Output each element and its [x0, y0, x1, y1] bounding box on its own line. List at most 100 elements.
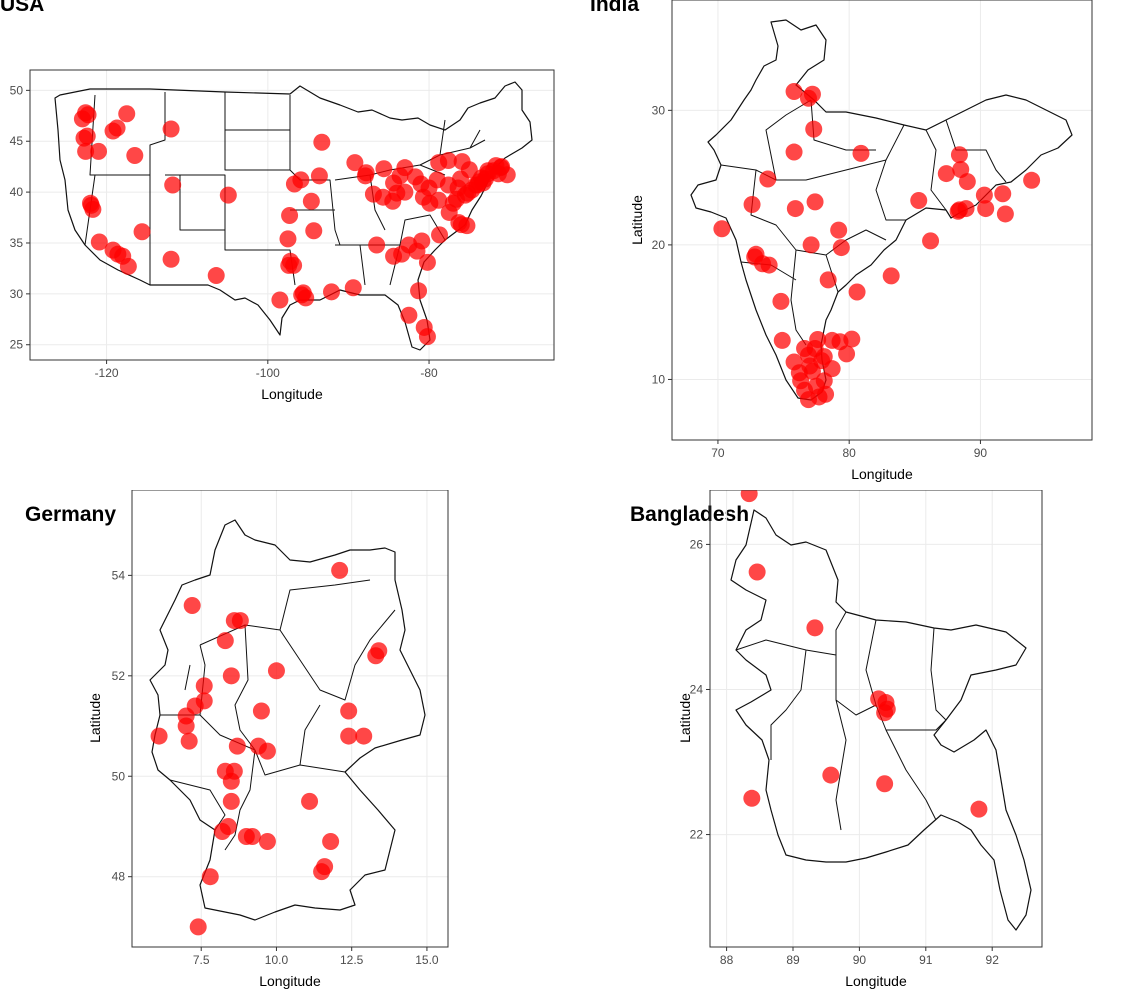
india-data-point — [786, 200, 804, 218]
usa-data-point — [219, 186, 237, 204]
usa-data-point — [410, 282, 428, 300]
india-y-axis-label: Latitude — [629, 195, 645, 245]
usa-y-tick-label: 30 — [10, 287, 24, 301]
india-data-point — [957, 200, 975, 218]
germany-data-point — [189, 918, 207, 936]
india-data-point — [958, 173, 976, 191]
usa-x-tick-label: -100 — [256, 366, 280, 380]
usa-data-point — [313, 133, 331, 151]
germany-data-point — [150, 727, 168, 745]
germany-points — [150, 561, 388, 936]
germany-data-point — [225, 612, 243, 630]
usa-data-point — [344, 279, 362, 297]
india-data-point — [773, 331, 791, 349]
germany-data-point — [180, 732, 198, 750]
germany-data-point — [243, 828, 261, 846]
bangladesh-plot-frame — [709, 490, 1043, 948]
usa-data-point — [305, 222, 323, 240]
germany-data-point — [222, 792, 240, 810]
bangladesh-y-axis-label: Latitude — [677, 693, 693, 743]
germany-panel: Germany 7.5 10.0 12.5 15.0 48 50 52 54 Longitu… — [25, 490, 449, 989]
india-panel: India 70 80 90 10 20 30 Longitude Latitude — [590, 0, 1093, 482]
usa-data-point — [77, 142, 95, 160]
usa-data-point — [302, 192, 320, 210]
india-data-point — [830, 221, 848, 239]
germany-data-point — [228, 737, 246, 755]
india-x-ticks: 70 80 90 — [711, 440, 987, 460]
india-plot-frame — [671, 0, 1093, 441]
germany-data-point — [331, 561, 349, 579]
usa-data-point — [375, 160, 393, 178]
usa-data-point — [90, 233, 108, 251]
india-data-point — [1023, 171, 1041, 189]
germany-data-point — [252, 702, 270, 720]
bangladesh-x-tick-label: 90 — [853, 953, 867, 967]
india-y-ticks: 10 20 30 — [652, 103, 672, 386]
india-data-point — [937, 165, 955, 183]
usa-data-point — [294, 284, 312, 302]
bangladesh-data-point — [740, 490, 758, 503]
india-x-tick-label: 70 — [711, 446, 725, 460]
india-data-point — [819, 271, 837, 289]
india-points — [713, 82, 1041, 409]
germany-x-tick-label: 15.0 — [415, 953, 439, 967]
india-data-point — [805, 120, 823, 138]
germany-y-tick-label: 50 — [112, 769, 126, 783]
usa-panel: USA -120 -100 -80 25 30 35 40 45 50 Longitude — [0, 0, 555, 402]
germany-data-point — [258, 742, 276, 760]
india-data-point — [800, 346, 817, 364]
india-data-point — [785, 82, 803, 100]
bangladesh-x-tick-label: 92 — [986, 953, 1000, 967]
bangladesh-y-ticks: 22 24 26 — [690, 537, 710, 842]
germany-data-point — [183, 597, 201, 615]
germany-y-tick-label: 54 — [112, 568, 126, 582]
usa-data-point — [323, 283, 341, 301]
bangladesh-y-tick-label: 22 — [690, 828, 704, 842]
india-data-point — [817, 385, 835, 403]
germany-data-point — [340, 702, 358, 720]
bangladesh-data-point — [806, 619, 824, 637]
bangladesh-data-point — [822, 766, 840, 784]
india-data-point — [713, 220, 731, 238]
germany-x-ticks: 7.5 10.0 12.5 15.0 — [193, 947, 439, 967]
germany-y-axis-label: Latitude — [87, 693, 103, 743]
usa-data-point — [75, 129, 93, 147]
germany-data-point — [195, 677, 213, 695]
india-data-point — [996, 205, 1014, 223]
bangladesh-y-tick-label: 24 — [690, 682, 704, 696]
bangladesh-x-tick-label: 89 — [786, 953, 800, 967]
usa-plot-frame — [29, 69, 555, 361]
usa-y-tick-label: 35 — [10, 236, 24, 250]
india-data-point — [796, 381, 814, 399]
usa-data-point — [400, 306, 418, 324]
germany-data-point — [313, 863, 331, 881]
germany-x-tick-label: 12.5 — [340, 953, 364, 967]
usa-data-point — [81, 194, 99, 212]
usa-data-point — [281, 252, 299, 270]
india-y-tick-label: 10 — [652, 372, 666, 386]
usa-data-point — [439, 176, 457, 194]
usa-data-point — [498, 166, 516, 184]
germany-data-point — [195, 692, 213, 710]
bangladesh-x-tick-label: 91 — [919, 953, 933, 967]
india-data-point — [806, 193, 824, 211]
bangladesh-panel-title: Bangladesh — [630, 503, 749, 526]
india-data-point — [975, 186, 993, 204]
india-x-tick-label: 80 — [843, 446, 857, 460]
germany-data-point — [267, 662, 285, 680]
usa-x-ticks: -120 -100 -80 — [95, 360, 438, 380]
germany-plot-frame — [131, 490, 449, 948]
germany-y-ticks: 48 50 52 54 — [112, 568, 132, 884]
germany-panel-title: Germany — [25, 503, 116, 526]
india-x-tick-label: 90 — [974, 446, 988, 460]
india-data-point — [977, 200, 995, 218]
india-data-point — [848, 283, 866, 301]
india-data-point — [882, 267, 900, 285]
india-data-point — [760, 256, 778, 274]
india-panel-title: India — [590, 0, 639, 16]
bangladesh-data-point — [748, 563, 766, 581]
bangladesh-grid — [710, 490, 1042, 947]
usa-data-point — [368, 236, 386, 254]
usa-points — [73, 104, 516, 346]
usa-data-point — [458, 217, 476, 235]
